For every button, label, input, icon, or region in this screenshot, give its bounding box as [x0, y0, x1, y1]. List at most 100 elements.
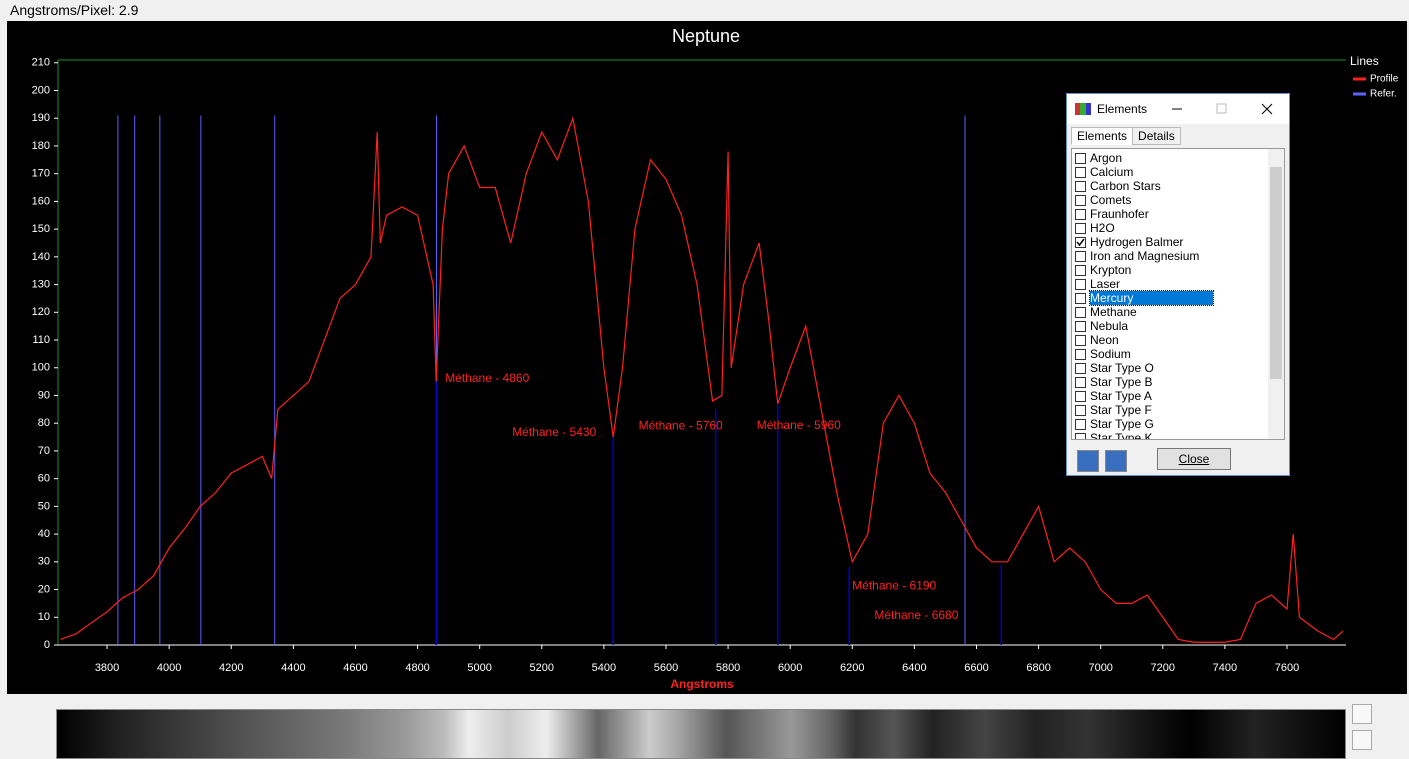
y-tick-label: 150	[32, 223, 50, 235]
element-item[interactable]: Star Type G	[1075, 417, 1154, 431]
checkbox[interactable]	[1075, 195, 1086, 206]
y-tick-label: 10	[38, 611, 50, 623]
element-item[interactable]: H2O	[1075, 221, 1115, 235]
x-tick-label: 7200	[1151, 662, 1175, 674]
element-label: Fraunhofer	[1090, 207, 1149, 221]
element-label: Neon	[1090, 333, 1119, 347]
element-label: H2O	[1090, 221, 1115, 235]
help-button[interactable]	[1077, 450, 1099, 472]
checkbox[interactable]	[1075, 377, 1086, 388]
checkbox[interactable]	[1075, 321, 1086, 332]
title-bar: Elements	[1067, 94, 1289, 124]
legend-title: Lines	[1350, 54, 1379, 68]
y-tick-label: 160	[32, 195, 50, 207]
x-tick-label: 7400	[1213, 662, 1237, 674]
tab[interactable]: Details	[1132, 127, 1181, 145]
settings-button[interactable]	[1352, 730, 1372, 750]
checkbox[interactable]	[1075, 405, 1086, 416]
element-item[interactable]: Mercury	[1075, 290, 1215, 306]
element-item[interactable]: Star Type K	[1075, 431, 1152, 440]
scroll-thumb[interactable]	[1270, 167, 1282, 379]
element-item[interactable]: Calcium	[1075, 165, 1133, 179]
annotation-label: Méthane - 6190	[852, 579, 936, 593]
checkbox[interactable]	[1075, 335, 1086, 346]
angstroms-per-pixel: Angstroms/Pixel: 2.9	[10, 2, 139, 18]
y-tick-label: 60	[38, 473, 50, 485]
element-item[interactable]: Star Type A	[1075, 389, 1152, 403]
elements-dialog: Elements Elements Details Argon Calcium Car…	[1066, 93, 1290, 476]
y-tick-label: 130	[32, 278, 50, 290]
checkbox[interactable]	[1075, 181, 1086, 192]
y-tick-label: 140	[32, 251, 50, 263]
annotation-label: Méthane - 6680	[874, 608, 958, 622]
window-controls[interactable]	[1151, 94, 1291, 124]
y-tick-label: 190	[32, 112, 50, 124]
element-label: Comets	[1090, 193, 1132, 207]
checkbox[interactable]	[1075, 279, 1086, 290]
element-item[interactable]: Argon	[1075, 151, 1122, 165]
element-item[interactable]: Neon	[1075, 333, 1119, 347]
y-tick-label: 20	[38, 583, 50, 595]
checkbox[interactable]	[1075, 209, 1086, 220]
y-tick-label: 100	[32, 362, 50, 374]
flash-button[interactable]	[1352, 704, 1372, 724]
x-tick-label: 4800	[405, 662, 429, 674]
x-tick-label: 4600	[343, 662, 367, 674]
x-tick-label: 3800	[95, 662, 119, 674]
element-label: Star Type A	[1090, 389, 1152, 403]
element-label: Hydrogen Balmer	[1090, 235, 1184, 249]
element-label: Laser	[1090, 277, 1121, 291]
checkbox[interactable]	[1075, 223, 1086, 234]
spectrum-strip	[56, 709, 1346, 759]
y-tick-label: 80	[38, 417, 50, 429]
dialog-title: Elements	[1097, 102, 1148, 116]
element-label: Star Type F	[1090, 403, 1152, 417]
x-tick-label: 5400	[592, 662, 616, 674]
element-item[interactable]: Laser	[1075, 277, 1120, 291]
element-item[interactable]: Nebula	[1075, 319, 1128, 333]
checkbox[interactable]	[1075, 251, 1086, 262]
element-item[interactable]: Star Type O	[1075, 361, 1154, 375]
element-label: Star Type O	[1090, 361, 1154, 375]
checkbox[interactable]	[1075, 237, 1086, 248]
element-item[interactable]: Krypton	[1075, 263, 1131, 277]
annotation-label: Méthane - 5960	[757, 418, 841, 432]
element-item[interactable]: Iron and Magnesium	[1075, 249, 1199, 263]
annotation-label: Méthane - 4860	[445, 371, 529, 385]
annotation-label: Méthane - 5430	[512, 425, 596, 439]
y-tick-label: 110	[32, 334, 50, 346]
x-tick-label: 5600	[654, 662, 678, 674]
checkbox[interactable]	[1075, 167, 1086, 178]
x-tick-label: 6000	[778, 662, 802, 674]
checkbox[interactable]	[1075, 391, 1086, 402]
element-item[interactable]: Comets	[1075, 193, 1131, 207]
x-tick-label: 7000	[1088, 662, 1112, 674]
scrollbar[interactable]	[1268, 149, 1284, 439]
element-item[interactable]: Star Type F	[1075, 403, 1152, 417]
checkbox[interactable]	[1075, 419, 1086, 430]
element-item[interactable]: Star Type B	[1075, 375, 1152, 389]
element-label: Star Type B	[1090, 375, 1153, 389]
checkbox[interactable]	[1075, 433, 1086, 440]
checkbox[interactable]	[1075, 349, 1086, 360]
checkbox[interactable]	[1075, 293, 1086, 304]
x-tick-label: 4200	[219, 662, 243, 674]
element-item[interactable]: Hydrogen Balmer	[1075, 235, 1183, 249]
y-tick-label: 30	[38, 556, 50, 568]
element-item[interactable]: Methane	[1075, 305, 1137, 319]
tab[interactable]: Elements	[1071, 127, 1134, 145]
checkbox[interactable]	[1075, 265, 1086, 276]
element-item[interactable]: Carbon Stars	[1075, 179, 1161, 193]
checkbox[interactable]	[1075, 307, 1086, 318]
x-tick-label: 6200	[840, 662, 864, 674]
element-item[interactable]: Sodium	[1075, 347, 1131, 361]
link-button[interactable]	[1105, 450, 1127, 472]
y-tick-label: 180	[32, 140, 50, 152]
element-label: Star Type G	[1090, 417, 1154, 431]
checkbox[interactable]	[1075, 363, 1086, 374]
element-item[interactable]: Fraunhofer	[1075, 207, 1149, 221]
x-tick-label: 5200	[530, 662, 554, 674]
checkbox[interactable]	[1075, 153, 1086, 164]
close-button[interactable]: Close	[1157, 448, 1231, 470]
